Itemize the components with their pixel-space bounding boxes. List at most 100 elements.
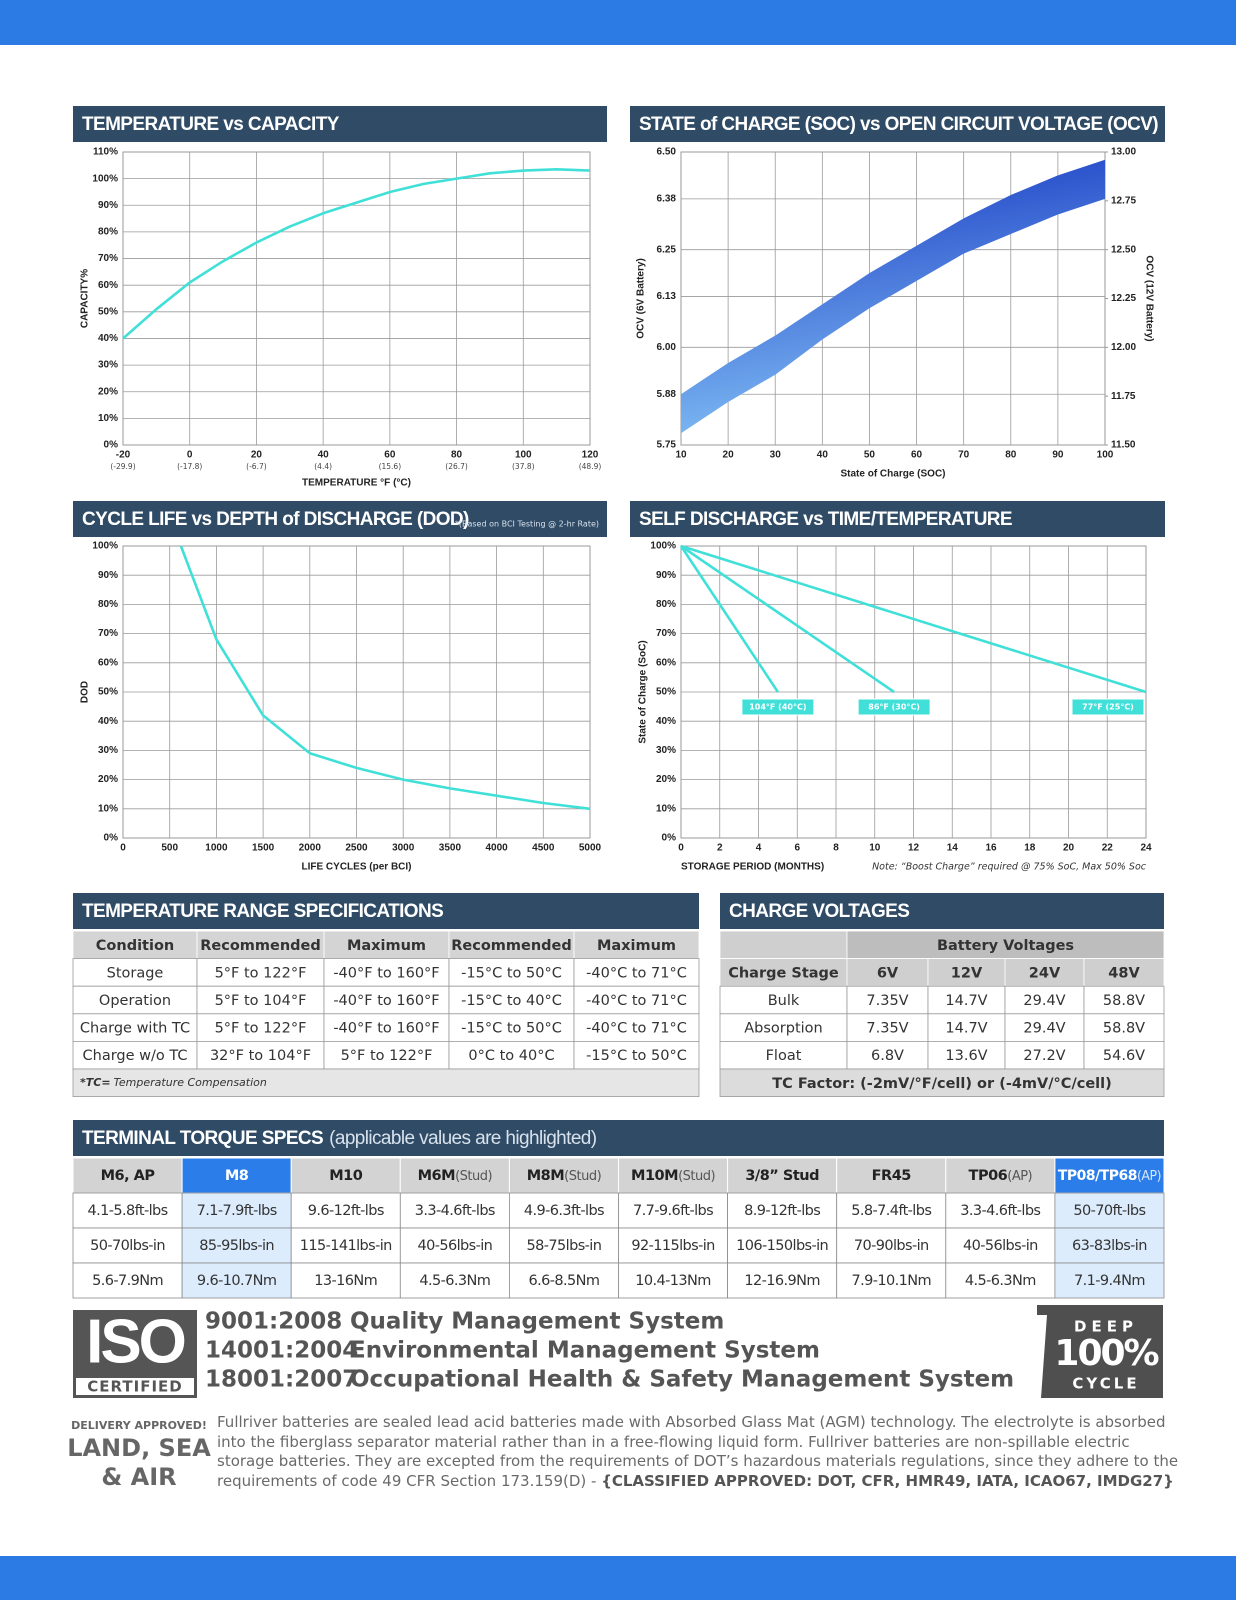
cell-text: 4.9-6.3ft-lbs [524, 1203, 604, 1219]
table-footnote-row [72, 1068, 700, 1098]
series-label-box [857, 698, 931, 716]
cell-text: -40°F to 160°F [333, 993, 439, 1009]
table-cell [1004, 1041, 1085, 1070]
y-tick-label: 5.75 [657, 440, 677, 451]
data-line [179, 545, 591, 811]
cell-text: -40°C to 71°C [586, 993, 687, 1009]
y-tick-label: 70% [98, 253, 118, 264]
table-cell [573, 985, 700, 1015]
section-header [73, 893, 699, 929]
column-header: M8M(Stud) [527, 1168, 601, 1184]
table-cell [1083, 1041, 1165, 1070]
section-title: SELF DISCHARGE vs TIME/TEMPERATURE [639, 509, 1012, 530]
y-tick-label: 90% [98, 200, 118, 211]
y-tick-label: 60% [98, 657, 118, 668]
series-label: 86°F (30°C) [868, 703, 920, 712]
header-name: TP06 [969, 1168, 1008, 1184]
y2-tick-label: 13.00 [1111, 147, 1136, 158]
x-tick-label: 20 [1063, 843, 1075, 854]
header-cell [836, 1157, 947, 1194]
table-cell [719, 985, 848, 1015]
table-footer: TC Factor: (-2mV/°F/cell) or (-4mV/°C/ce… [772, 1076, 1111, 1092]
cell-text: 27.2V [1023, 1048, 1065, 1064]
section-title: TERMINAL TORQUE SPECS (applicable values … [82, 1128, 597, 1149]
y-axis-label: CAPACITY% [80, 269, 91, 328]
y-tick-label: 90% [656, 570, 676, 581]
x-tick-label: 14 [947, 843, 959, 854]
y-tick-label: 90% [98, 570, 118, 581]
data-line [122, 168, 591, 340]
y-tick-label: 20% [98, 386, 118, 397]
y-tick-label: 100% [92, 541, 118, 552]
cell-text: 4.5-6.3Nm [419, 1273, 490, 1289]
table-cell [727, 1262, 838, 1299]
table-cell [290, 1262, 401, 1299]
header-note: (Stud) [455, 1169, 492, 1184]
x-tick-label: 2 [717, 843, 723, 854]
cell-text: 7.35V [866, 1021, 908, 1037]
cell-text: 54.6V [1103, 1048, 1145, 1064]
column-header: M6M(Stud) [418, 1168, 492, 1184]
series-label: 104°F (40°C) [749, 703, 806, 712]
cell-text: 50-70ft-lbs [1073, 1203, 1145, 1219]
description: Fullriver batteries are sealed lead acid… [217, 1413, 1182, 1491]
table-cell [399, 1192, 510, 1229]
x-tick-label: 5000 [579, 843, 602, 854]
x-tick-label: 22 [1102, 843, 1114, 854]
table-cell [618, 1192, 728, 1229]
table-cell [727, 1192, 838, 1229]
cell-text: 50-70lbs-in [90, 1238, 165, 1254]
header-note: (AP) [1137, 1169, 1161, 1184]
table-cell [719, 958, 848, 987]
header-name: M10 [329, 1168, 363, 1184]
cell-text: 10.4-13Nm [635, 1273, 711, 1289]
y2-tick-label: 12.00 [1111, 342, 1136, 353]
y-tick-label: 40% [98, 333, 118, 344]
y-tick-label: 50% [656, 687, 676, 698]
table-cell [945, 1262, 1056, 1299]
cell-text: 40-56lbs-in [417, 1238, 492, 1254]
y-tick-label: 40% [98, 716, 118, 727]
cell-text: 4.1-5.8ft-lbs [87, 1203, 167, 1219]
delivery-line: & AIR [101, 1463, 176, 1491]
column-header: 48V [1108, 965, 1140, 981]
cell-text: 40-56lbs-in [963, 1238, 1038, 1254]
section-title-text: SELF DISCHARGE vs TIME/TEMPERATURE [639, 509, 1012, 530]
section-title-text: CHARGE VOLTAGES [729, 901, 909, 922]
x-tick-sublabel: (15.6) [379, 462, 402, 471]
x-tick-label: 40 [817, 450, 829, 461]
x-tick-label: 2500 [345, 843, 368, 854]
x-tick-label: 10 [675, 450, 687, 461]
cell-text: -15°C to 40°C [461, 993, 562, 1009]
y-tick-label: 30% [98, 745, 118, 756]
x-tick-label: 500 [161, 843, 178, 854]
x-tick-label: 120 [582, 450, 599, 461]
x-tick-label: 12 [908, 843, 920, 854]
column-header: Maximum [347, 938, 426, 954]
standard-code: 9001:2008 [205, 1309, 342, 1335]
table-cell [618, 1227, 728, 1264]
column-header: 24V [1029, 965, 1061, 981]
table-cell [399, 1262, 510, 1299]
section-title-text: CYCLE LIFE vs DEPTH of DISCHARGE (DOD) [82, 509, 469, 530]
table-cell [618, 1262, 728, 1299]
table-cell [846, 930, 1165, 960]
cell-text: 7.1-9.4Nm [1074, 1273, 1145, 1289]
standard-name: Quality Management System [350, 1309, 724, 1335]
y-tick-label: 6.00 [657, 342, 677, 353]
section-subtitle: (applicable values are highlighted) [329, 1128, 597, 1149]
y2-tick-label: 11.75 [1111, 391, 1136, 402]
table-cell [448, 1013, 575, 1042]
table-cell [72, 1227, 183, 1264]
x-axis-label: State of Charge (SOC) [840, 469, 945, 480]
cell-text: -15°C to 50°C [586, 1048, 687, 1064]
x-tick-sublabel: (-6.7) [246, 462, 267, 471]
header-note: (AP) [1007, 1169, 1032, 1184]
y-tick-label: 0% [104, 440, 119, 451]
y-tick-label: 80% [656, 599, 676, 610]
cell-text: 7.7-9.6ft-lbs [633, 1203, 713, 1219]
cell-text: -40°F to 160°F [333, 965, 439, 981]
cell-text: Storage [107, 965, 164, 981]
section-title: STATE of CHARGE (SOC) vs OPEN CIRCUIT VO… [639, 114, 1158, 135]
